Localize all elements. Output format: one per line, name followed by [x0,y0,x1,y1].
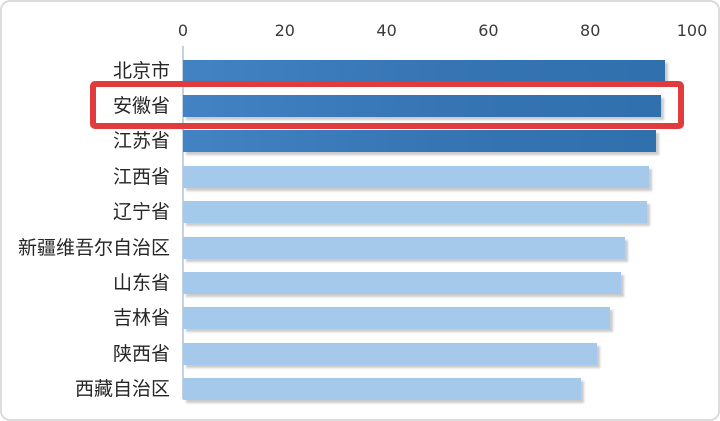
bar-8 [183,307,611,330]
bar-5 [183,201,647,224]
category-label-2: 安徽省 [112,94,170,117]
bar-6 [183,236,625,259]
category-label-1: 北京市 [112,59,170,82]
category-label-3: 江苏省 [112,130,170,153]
x-tick-label: 40 [376,21,397,40]
x-tick-label: 80 [580,21,601,40]
x-tick-label: 100 [676,21,708,40]
category-label-7: 山东省 [112,271,170,294]
category-label-4: 江西省 [112,165,170,188]
bar-3 [183,130,656,153]
bar-10 [183,378,582,401]
category-label-9: 陕西省 [112,342,170,365]
bar-2 [183,94,662,117]
category-label-8: 吉林省 [112,307,170,330]
x-tick-label: 60 [478,21,499,40]
category-label-6: 新疆维吾尔自治区 [17,236,170,259]
bar-1 [183,59,666,82]
category-label-10: 西藏自治区 [74,378,170,401]
category-label-5: 辽宁省 [112,201,170,224]
x-tick-label: 0 [177,21,189,40]
bar-9 [183,342,597,365]
bar-7 [183,271,622,294]
highlight-box-anhui [90,81,684,129]
bar-4 [183,165,650,188]
x-tick-label: 20 [274,21,295,40]
